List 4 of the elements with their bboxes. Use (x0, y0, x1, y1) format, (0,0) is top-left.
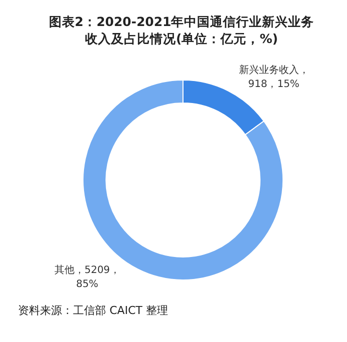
chart-title: 图表2：2020-2021年中国通信行业新兴业务收入及占比情况(单位：亿元，%) (48, 14, 314, 46)
text: 资料来源：工信部 CAICT 整理 (18, 304, 168, 317)
slice-label: 其他，5209，85% (54, 264, 120, 290)
slice-label: 新兴业务收入，918，15% (238, 64, 309, 90)
